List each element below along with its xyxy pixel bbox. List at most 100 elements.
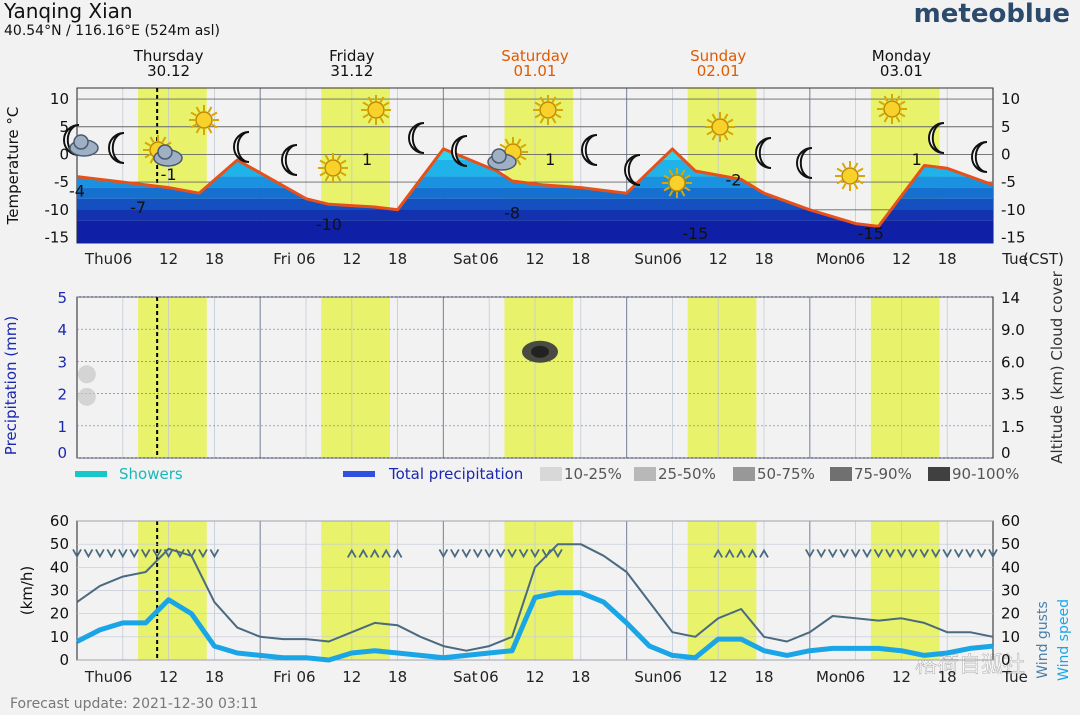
y2-tick-label: 60: [1001, 512, 1020, 530]
wind-direction-arrow: [450, 548, 460, 559]
wind-direction-arrow: [72, 548, 82, 559]
sun-icon: [189, 105, 219, 135]
y-tick-label: -10: [45, 201, 70, 219]
legend-swatch: [928, 467, 950, 481]
wind-direction-arrow: [530, 548, 540, 559]
temperature-panel: Thu 06 12 18 Fri 06 12 18 Sat 06 12 18 Sun 06 12 18 Mon0…: [4, 87, 1064, 268]
y-tick-label: 0: [57, 444, 67, 462]
x-tick-label: Fri: [273, 668, 291, 686]
x-tick-label: 12: [342, 668, 361, 686]
wind-direction-arrow: [873, 548, 884, 559]
temperature-label: -7: [130, 198, 146, 217]
temperature-label: -10: [316, 215, 342, 234]
x-tick-label: 12: [525, 668, 544, 686]
y-tick-label: 60: [50, 512, 69, 530]
wind-panel: Thu 06 12 18 Fri 06 12 18 Sat 06 12 18 Sun 06 12 18 Mon0…: [18, 512, 1072, 686]
x-tick-label: 06: [113, 250, 132, 268]
legend-label: Total precipitation: [388, 465, 523, 483]
y2-tick-label: -5: [1001, 173, 1016, 191]
temperature-band: [77, 220, 993, 243]
temperature-line: [76, 147, 994, 228]
y2-axis-label: Altitude (km) Cloud cover: [1048, 270, 1066, 463]
wind-direction-arrow: [472, 548, 483, 559]
wind-direction-arrow: [805, 548, 815, 559]
daylight-band: [687, 297, 757, 458]
y-axis-label: Temperature °C: [4, 107, 22, 226]
day-date-label: 01.01: [514, 62, 557, 80]
x-tick-label: 12: [709, 250, 728, 268]
wind-direction-arrow: [953, 548, 964, 559]
legend-swatch: [75, 471, 107, 477]
x-tick-label: 06: [480, 250, 499, 268]
legend-label: 25-50%: [658, 465, 716, 483]
y-tick-label: 3: [57, 353, 67, 371]
x-tick-label: 18: [205, 668, 224, 686]
x-tick-label: Mon: [816, 250, 848, 268]
temperature-label: -1: [161, 165, 177, 184]
precipitation-panel: Thu061218Fri061218Sat061218Sun061218Mon0…: [2, 270, 1066, 483]
wind-direction-arrow: [896, 548, 907, 559]
cloud-cover-blob: [77, 387, 96, 406]
x-tick-label: Fri: [273, 250, 291, 268]
moon-icon: [581, 134, 598, 166]
wind-direction-arrow: [392, 548, 403, 558]
temperature-label: -8: [504, 204, 520, 223]
x-tick-label: 12: [342, 250, 361, 268]
wind-direction-arrow: [438, 548, 449, 559]
x-tick-label: 06: [846, 250, 865, 268]
wind-direction-arrow: [908, 548, 918, 559]
cloud-icon: [487, 148, 517, 171]
legend-label: 75-90%: [854, 465, 912, 483]
x-tick-label: 06: [846, 668, 865, 686]
y-tick-label: 10: [50, 628, 69, 646]
sun-icon: [533, 95, 563, 125]
daylight-band: [870, 297, 940, 458]
wind-direction-arrow: [518, 548, 529, 559]
wind-direction-arrow: [736, 548, 746, 558]
y2-tick-label: 30: [1001, 582, 1020, 600]
timezone-label: (CST): [1023, 250, 1064, 268]
sun-icon: [705, 112, 735, 142]
x-tick-label: Sun: [634, 250, 663, 268]
y2-tick-label: 0: [1001, 444, 1011, 462]
wind-direction-arrow: [129, 548, 140, 559]
wind-direction-arrow: [747, 548, 758, 558]
y2-tick-label: 50: [1001, 535, 1020, 553]
y2-tick-label: 0: [1001, 145, 1011, 163]
wind-direction-arrow: [106, 548, 117, 559]
wind-direction-arrow: [175, 548, 185, 559]
cloud-icon: [153, 144, 183, 167]
x-tick-label: 06: [663, 250, 682, 268]
sun-icon: [318, 153, 348, 183]
y-tick-label: 5: [57, 289, 67, 307]
wind-direction-arrow: [152, 548, 162, 559]
x-tick-label: 18: [938, 668, 957, 686]
legend-swatch: [830, 467, 852, 481]
x-tick-label: 18: [754, 250, 773, 268]
x-tick-label: 18: [205, 250, 224, 268]
y-axis-label: (km/h): [18, 566, 36, 616]
x-tick-label: 18: [571, 668, 590, 686]
x-tick-label: 06: [296, 668, 315, 686]
y2-axis-label-speed: Wind speed: [1056, 599, 1072, 681]
temperature-label: 1: [545, 150, 555, 169]
wind-direction-arrow: [163, 548, 174, 559]
wind-direction-arrow: [83, 548, 94, 559]
moon-icon: [451, 135, 468, 167]
wind-direction-arrow: [461, 548, 472, 559]
wind-direction-arrow: [816, 548, 827, 559]
x-tick-label: 12: [159, 668, 178, 686]
x-tick-label: 06: [296, 250, 315, 268]
wind-direction-arrow: [347, 548, 357, 558]
location-coordinates: 40.54°N / 116.16°E (524m asl): [4, 23, 220, 39]
moon-icon: [928, 122, 945, 154]
x-tick-label: Thu: [84, 668, 113, 686]
x-tick-label: 12: [709, 668, 728, 686]
day-name-label: Monday: [872, 47, 931, 65]
wind-direction-arrow: [862, 548, 872, 559]
moon-icon: [108, 132, 125, 164]
day-date-label: 31.12: [330, 62, 373, 80]
moon-icon: [233, 131, 250, 163]
legend-label: Showers: [119, 465, 183, 483]
wind-direction-arrow: [839, 548, 849, 559]
